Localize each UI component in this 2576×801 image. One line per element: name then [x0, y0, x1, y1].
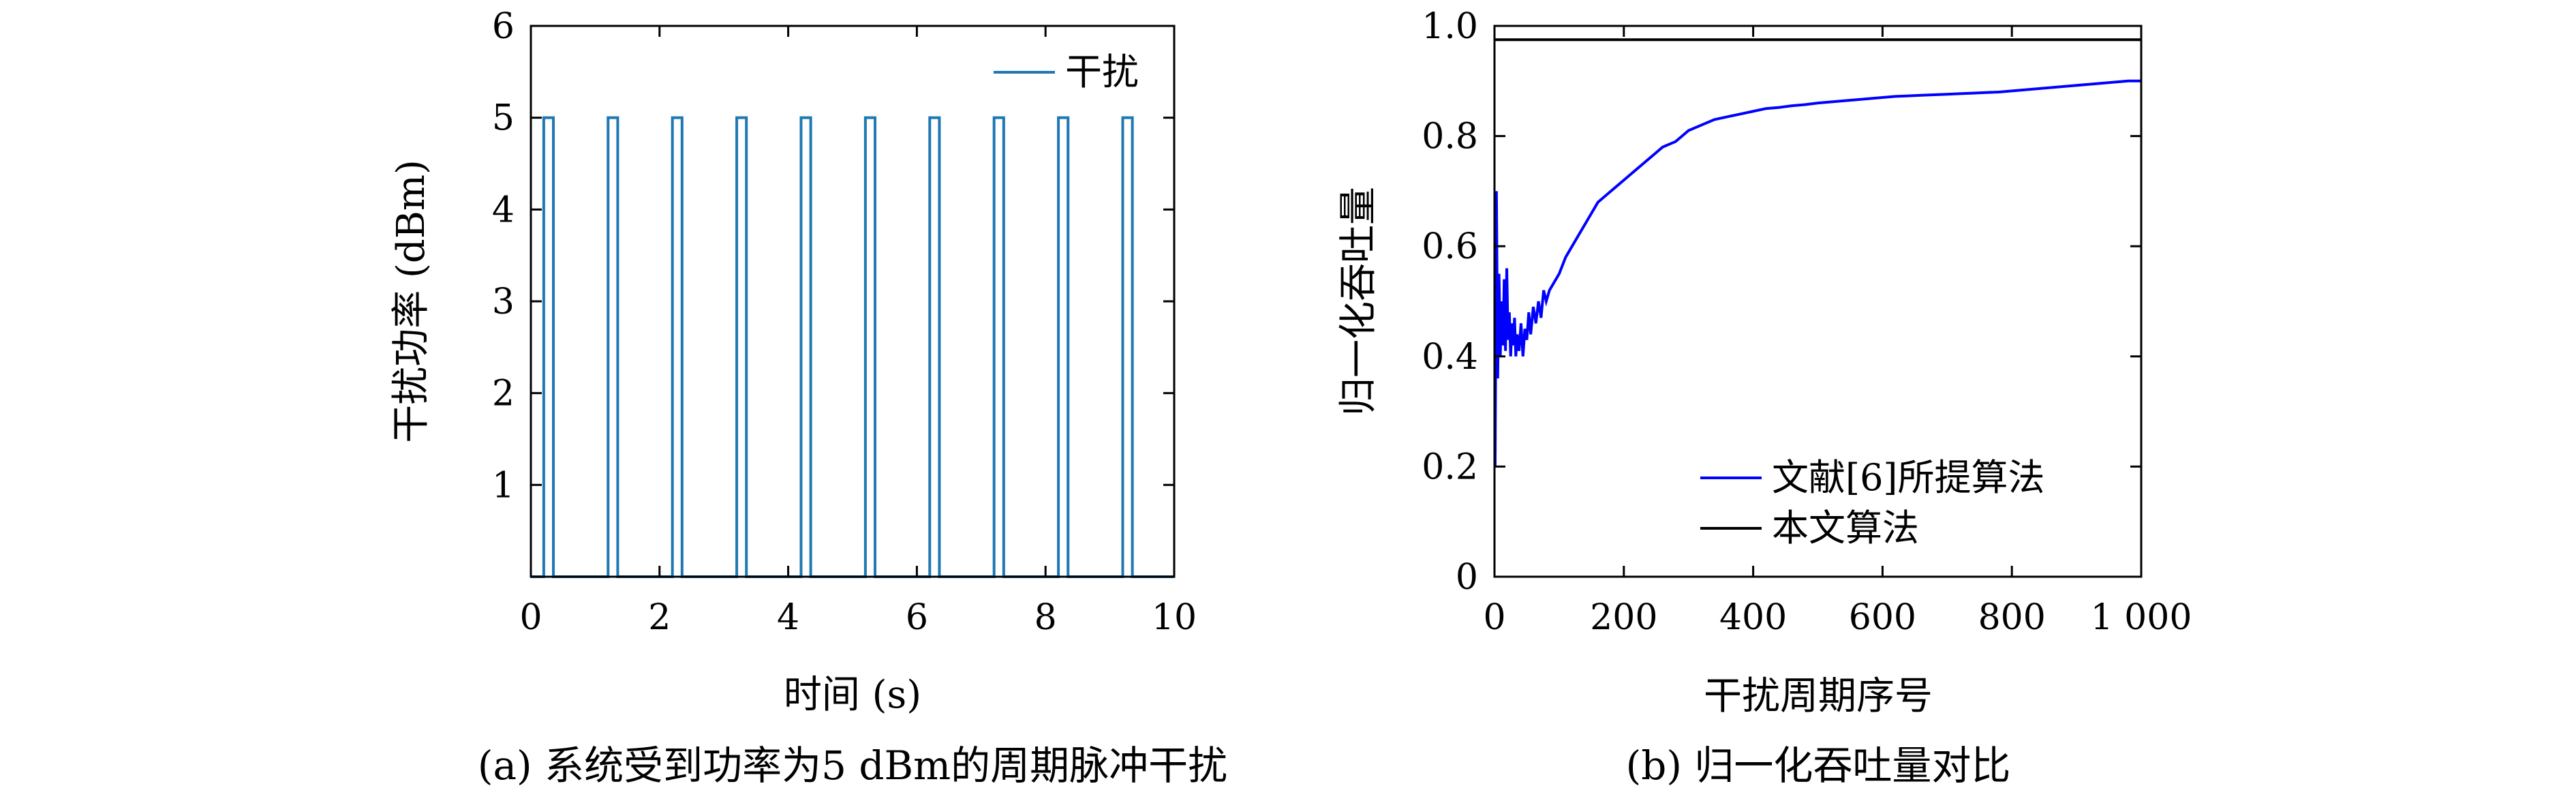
a-y-axis-label: 干扰功率 (dBm) [389, 160, 433, 443]
b-x-tick-label: 200 [1590, 597, 1657, 638]
b-y-tick-label: 0 [1456, 557, 1478, 598]
b-x-tick-label: 800 [1978, 597, 2046, 638]
a-y-tick-label: 6 [492, 6, 515, 47]
b-x-tick-label: 400 [1719, 597, 1787, 638]
b-y-axis-label: 归一化吞吐量 [1336, 187, 1381, 416]
a-y-tick-label: 3 [492, 282, 515, 322]
b-y-tick-label: 0.6 [1422, 226, 1478, 267]
b-x-axis-label: 干扰周期序号 [1704, 674, 1933, 719]
b-legend-label-0: 文献[6]所提算法 [1772, 456, 2045, 499]
b-y-tick-label: 0.4 [1422, 337, 1478, 378]
b-x-tick-label: 0 [1483, 597, 1505, 638]
b-y-tick-label: 0.2 [1422, 447, 1478, 487]
a-y-tick-label: 4 [492, 190, 515, 230]
a-plot-frame [530, 25, 1176, 578]
b-x-tick-label: 600 [1849, 597, 1916, 638]
a-x-tick-label: 6 [906, 597, 928, 638]
a-y-tick-label: 1 [492, 465, 515, 506]
b-legend: 文献[6]所提算法 本文算法 [1700, 456, 2045, 549]
a-legend: 干扰 [994, 50, 1139, 93]
b-x-tick-label: 1 000 [2091, 597, 2192, 638]
chart-b: 0 200 400 600 800 1 000 0 0.2 0.4 0.6 0.8 1.0 干扰周期序… [1336, 6, 2192, 789]
a-x-tick-label: 0 [519, 597, 542, 638]
b-y-tick-label: 0.8 [1422, 117, 1478, 157]
a-x-tick-label: 10 [1152, 597, 1197, 638]
a-x-tick-label: 8 [1034, 597, 1057, 638]
b-plot-frame [1493, 25, 2143, 578]
a-legend-label: 干扰 [1065, 50, 1139, 93]
a-x-tick-label: 2 [648, 597, 671, 638]
b-series-line-0 [1493, 79, 2141, 467]
a-x-tick-label: 4 [777, 597, 799, 638]
a-x-axis-label: 时间 (s) [784, 673, 921, 717]
b-caption: (b) 归一化吞吐量对比 [1626, 742, 2011, 789]
a-y-tick-label: 2 [492, 374, 515, 414]
a-series-line [531, 116, 1174, 578]
a-y-tick-label: 5 [492, 98, 515, 139]
b-y-tick-label: 1.0 [1422, 6, 1478, 47]
a-caption: (a) 系统受到功率为5 dBm的周期脉冲干扰 [478, 742, 1227, 789]
b-legend-label-1: 本文算法 [1772, 507, 1919, 549]
